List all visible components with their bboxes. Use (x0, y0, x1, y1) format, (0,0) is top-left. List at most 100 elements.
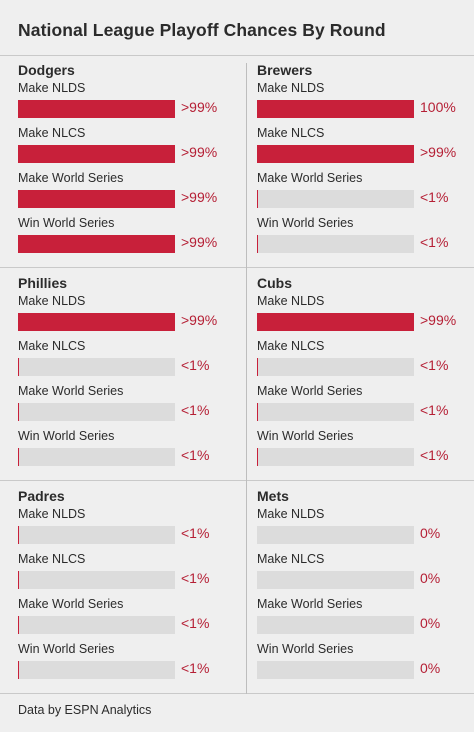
bar-fill (18, 235, 175, 253)
team-name: Phillies (18, 275, 68, 291)
bar-track (257, 661, 414, 679)
round-label: Win World Series (257, 216, 354, 230)
bar-track (257, 448, 414, 466)
round-label: Make NLCS (18, 552, 86, 566)
round-label: Make NLDS (18, 81, 86, 95)
round-label: Make NLDS (18, 294, 86, 308)
value-label: >99% (181, 189, 218, 205)
value-label: >99% (181, 234, 218, 250)
round-label: Make NLDS (257, 507, 325, 521)
source-note: Data by ESPN Analytics (18, 703, 152, 717)
value-label: >99% (181, 312, 218, 328)
round-label: Make World Series (18, 597, 124, 611)
value-label: <1% (181, 660, 210, 676)
round-label: Make NLDS (18, 507, 86, 521)
value-label: <1% (181, 615, 210, 631)
round-row: Win World Series <1% (257, 216, 474, 261)
round-label: Win World Series (18, 642, 115, 656)
bar-track (18, 235, 175, 253)
bar-fill (257, 448, 258, 466)
value-label: <1% (181, 357, 210, 373)
round-row: Win World Series 0% (257, 642, 474, 687)
round-label: Make NLDS (257, 81, 325, 95)
bar-track (18, 358, 175, 376)
round-row: Win World Series >99% (18, 216, 246, 261)
value-label: 0% (420, 660, 441, 676)
bar-fill (18, 190, 175, 208)
bar-fill (18, 403, 19, 421)
bar-fill (18, 313, 175, 331)
round-row: Make NLDS >99% (257, 294, 474, 339)
column-divider (246, 63, 247, 694)
round-row: Make NLCS >99% (18, 126, 246, 171)
bar-fill (257, 358, 258, 376)
bar-track (257, 526, 414, 544)
round-row: Make NLCS <1% (18, 552, 246, 597)
value-label: 0% (420, 570, 441, 586)
round-label: Make World Series (257, 171, 363, 185)
round-label: Make World Series (257, 384, 363, 398)
value-label: >99% (420, 312, 457, 328)
round-row: Make World Series <1% (18, 384, 246, 429)
round-row: Make NLDS <1% (18, 507, 246, 552)
round-label: Win World Series (18, 216, 115, 230)
bar-fill (257, 313, 414, 331)
round-label: Win World Series (257, 429, 354, 443)
team-name: Cubs (257, 275, 292, 291)
value-label: <1% (181, 525, 210, 541)
bar-track (257, 358, 414, 376)
bar-track (18, 616, 175, 634)
bar-fill (18, 616, 19, 634)
value-label: <1% (420, 447, 449, 463)
bar-track (18, 661, 175, 679)
value-label: >99% (420, 144, 457, 160)
bar-track (257, 235, 414, 253)
bar-track (18, 403, 175, 421)
bar-track (18, 526, 175, 544)
team-name: Brewers (257, 62, 313, 78)
bar-fill (257, 145, 414, 163)
round-label: Make World Series (257, 597, 363, 611)
value-label: <1% (181, 447, 210, 463)
round-label: Make NLCS (18, 126, 86, 140)
value-label: <1% (181, 402, 210, 418)
round-label: Make NLCS (257, 339, 325, 353)
value-label: >99% (181, 99, 218, 115)
round-label: Make NLCS (257, 552, 325, 566)
value-label: 0% (420, 525, 441, 541)
round-label: Make World Series (18, 171, 124, 185)
bar-fill (18, 100, 175, 118)
value-label: <1% (420, 402, 449, 418)
round-row: Make World Series <1% (257, 384, 474, 429)
bar-track (257, 145, 414, 163)
bar-track (18, 448, 175, 466)
bar-fill (18, 448, 19, 466)
bar-fill (18, 526, 19, 544)
bar-track (18, 145, 175, 163)
round-row: Make NLCS <1% (18, 339, 246, 384)
value-label: <1% (420, 189, 449, 205)
round-row: Make NLCS 0% (257, 552, 474, 597)
chart-title: National League Playoff Chances By Round (18, 20, 386, 40)
bar-fill (257, 190, 258, 208)
value-label: <1% (420, 357, 449, 373)
round-row: Win World Series <1% (18, 642, 246, 687)
bar-track (18, 100, 175, 118)
round-row: Make World Series 0% (257, 597, 474, 642)
bar-fill (18, 661, 19, 679)
team-name: Dodgers (18, 62, 75, 78)
bar-track (18, 313, 175, 331)
round-row: Make World Series <1% (257, 171, 474, 216)
section-divider-2 (0, 480, 474, 481)
round-label: Make NLCS (257, 126, 325, 140)
value-label: <1% (420, 234, 449, 250)
round-row: Win World Series <1% (18, 429, 246, 474)
bar-fill (18, 571, 19, 589)
round-row: Make NLCS <1% (257, 339, 474, 384)
value-label: 0% (420, 615, 441, 631)
title-divider (0, 55, 474, 56)
value-label: >99% (181, 144, 218, 160)
bar-track (257, 616, 414, 634)
bar-fill (18, 145, 175, 163)
footer-divider (0, 693, 474, 694)
